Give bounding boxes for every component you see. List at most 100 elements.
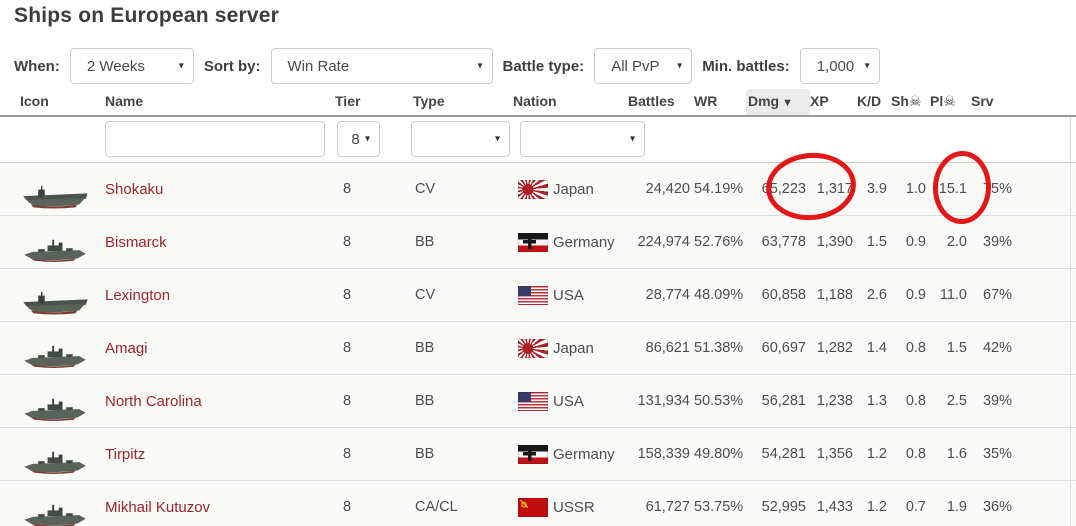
- sort-by-label: Sort by:: [203, 57, 261, 75]
- sort-by-select[interactable]: Win Rate ▾: [270, 48, 493, 84]
- cell-kd: 1.5: [866, 234, 887, 250]
- column-header-kd[interactable]: K/D: [857, 89, 891, 115]
- cell-sh: 1.0: [905, 181, 926, 197]
- cell-type: CV: [415, 181, 436, 197]
- column-header-nation[interactable]: Nation: [513, 89, 628, 115]
- column-header-battles[interactable]: Battles: [628, 89, 694, 115]
- cell-sh: 0.9: [905, 234, 926, 250]
- cell-tier: 8: [343, 446, 352, 462]
- usa-flag-icon: [518, 285, 548, 305]
- cell-dmg: 63,778: [761, 234, 806, 250]
- ship-icon: [0, 481, 105, 526]
- name-filter-input[interactable]: [105, 121, 325, 157]
- cell-kd: 3.9: [866, 181, 887, 197]
- cell-battles: 24,420: [645, 181, 690, 197]
- cell-type: BB: [415, 340, 435, 356]
- column-header-tier[interactable]: Tier: [335, 89, 413, 115]
- cell-sh: 0.8: [905, 446, 926, 462]
- japan-flag-icon: [518, 338, 548, 358]
- battle-type-label: Battle type:: [502, 57, 585, 75]
- cell-pl: 1.9: [946, 499, 967, 515]
- cell-sh: 0.9: [905, 287, 926, 303]
- cell-xp: 1,356: [816, 446, 853, 462]
- cell-srv: 75%: [982, 181, 1012, 197]
- cell-xp: 1,188: [816, 287, 853, 303]
- filter-bar: When: 2 Weeks ▾ Sort by: Win Rate ▾ Batt…: [14, 48, 890, 84]
- type-filter-select[interactable]: ▾: [411, 121, 510, 157]
- cell-dmg: 60,858: [761, 287, 806, 303]
- cell-tier: 8: [343, 234, 352, 250]
- cell-wr: 48.09%: [694, 287, 744, 303]
- column-header-xp[interactable]: XP: [810, 89, 857, 115]
- column-header-label: Battles: [628, 93, 675, 109]
- table-row: Amagi 8 BB Japan 86,621 51.38% 60,697 1,282 1.4 0…: [0, 322, 1076, 375]
- cell-tier: 8: [343, 499, 352, 515]
- column-header-srv[interactable]: Srv: [971, 89, 1016, 115]
- when-select[interactable]: 2 Weeks ▾: [69, 48, 194, 84]
- column-header-icon[interactable]: Icon: [0, 89, 105, 115]
- tier-filter-select[interactable]: 8 ▾: [337, 121, 380, 157]
- cell-xp: 1,433: [816, 499, 853, 515]
- cell-battles: 86,621: [645, 340, 690, 356]
- when-select-value: 2 Weeks: [86, 57, 145, 75]
- column-header-label: Nation: [513, 93, 557, 109]
- ship-icon: [0, 163, 105, 215]
- cell-kd: 2.6: [866, 287, 887, 303]
- cell-srv: 35%: [982, 446, 1012, 462]
- table-body: Shokaku 8 CV Japan 24,420 54.19% 65,223 1,317 3.…: [0, 163, 1076, 526]
- column-header-dmg[interactable]: Dmg ▼: [746, 89, 810, 115]
- table-row: Shokaku 8 CV Japan 24,420 54.19% 65,223 1,317 3.…: [0, 163, 1076, 216]
- nation-label: Germany: [553, 233, 615, 251]
- cell-srv: 67%: [982, 287, 1012, 303]
- table-row: North Carolina 8 BB USA 131,934 50.53% 56,281 1…: [0, 375, 1076, 428]
- min-battles-select[interactable]: 1,000 ▾: [799, 48, 880, 84]
- min-battles-select-value: 1,000: [816, 57, 855, 75]
- cell-wr: 49.80%: [694, 446, 744, 462]
- nation-label: USA: [553, 286, 584, 304]
- cell-pl: 15.1: [938, 181, 967, 197]
- ussr-flag-icon: [518, 497, 548, 517]
- ship-name-link[interactable]: North Carolina: [105, 392, 202, 410]
- cell-wr: 54.19%: [694, 181, 744, 197]
- cell-xp: 1,238: [816, 393, 853, 409]
- table-row: Mikhail Kutuzov 8 CA/CL USSR 61,727 53.75% 52,…: [0, 481, 1076, 526]
- column-header-pl[interactable]: Pl☠: [930, 89, 971, 115]
- ship-name-link[interactable]: Bismarck: [105, 233, 167, 251]
- ship-name-link[interactable]: Shokaku: [105, 180, 164, 198]
- cell-nation: Germany: [513, 232, 628, 252]
- nation-label: Germany: [553, 445, 615, 463]
- cell-pl: 1.6: [946, 446, 967, 462]
- ship-icon: [0, 428, 105, 480]
- ship-name-link[interactable]: Tirpitz: [105, 445, 146, 463]
- cell-kd: 1.3: [866, 393, 887, 409]
- column-header-label: Srv: [971, 93, 994, 109]
- cell-nation: Japan: [513, 338, 628, 358]
- column-header-label: XP: [810, 93, 829, 109]
- chevron-down-icon: ▾: [677, 60, 683, 72]
- column-header-type[interactable]: Type: [413, 89, 513, 115]
- nation-label: USA: [553, 392, 584, 410]
- usa-flag-icon: [518, 391, 548, 411]
- cell-nation: Japan: [513, 179, 628, 199]
- japan-flag-icon: [518, 179, 548, 199]
- column-header-sh[interactable]: Sh☠: [891, 89, 930, 115]
- chevron-down-icon: ▾: [364, 133, 370, 145]
- battle-type-select[interactable]: All PvP ▾: [594, 48, 693, 84]
- nation-filter-select[interactable]: ▾: [520, 121, 645, 157]
- ship-name-link[interactable]: Lexington: [105, 286, 171, 304]
- ship-icon: [0, 216, 105, 268]
- column-header-name[interactable]: Name: [105, 89, 335, 115]
- column-header-label: Type: [413, 93, 445, 109]
- ship-name-link[interactable]: Mikhail Kutuzov: [105, 498, 211, 516]
- cell-battles: 61,727: [645, 499, 690, 515]
- cell-kd: 1.2: [866, 499, 887, 515]
- cell-xp: 1,390: [816, 234, 853, 250]
- cell-battles: 131,934: [637, 393, 690, 409]
- cell-pl: 1.5: [946, 340, 967, 356]
- column-header-wr[interactable]: WR: [694, 89, 746, 115]
- cell-battles: 224,974: [637, 234, 690, 250]
- table-row: Bismarck 8 BB Germany 224,974 52.76% 63,778 1,3…: [0, 216, 1076, 269]
- ship-name-link[interactable]: Amagi: [105, 339, 148, 357]
- ship-icon: [0, 322, 105, 374]
